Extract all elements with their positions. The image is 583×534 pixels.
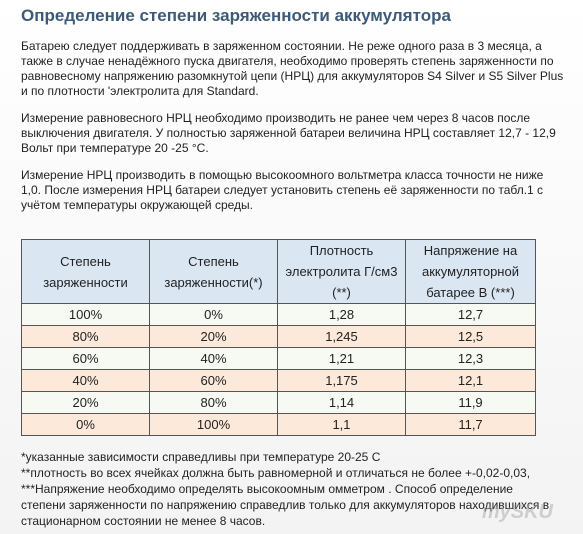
- header-cell: Напряжение на аккумуляторной батарее В (…: [405, 239, 536, 304]
- table-cell: 1,21: [277, 347, 406, 370]
- table-cell: 1,1: [277, 413, 406, 436]
- table-cell: 80%: [21, 325, 150, 348]
- table-cell: 1,245: [277, 325, 406, 348]
- text-line: и по плотности 'электролита для Standard…: [21, 84, 259, 98]
- title: Определение степени заряженности аккумул…: [21, 6, 451, 25]
- text-line: Измерение равновесного НРЦ необходимо пр…: [21, 111, 531, 125]
- table-cell: 20%: [149, 325, 278, 348]
- table-cell: 11,9: [405, 391, 536, 414]
- table-cell: 0%: [149, 303, 278, 326]
- table-cell: 1,14: [277, 391, 406, 414]
- notes: *указанные зависимости справедливы при т…: [21, 449, 549, 529]
- table-cell: 1,175: [277, 369, 406, 392]
- table-cell: 1,28: [277, 303, 406, 326]
- table-row: 80% 20% 1,245 12,5: [21, 325, 536, 348]
- table-cell: 12,5: [405, 325, 536, 348]
- table-cell: 12,1: [405, 369, 536, 392]
- watermark: mySKU: [481, 501, 553, 523]
- note-line: степени заряженности по напряжению справ…: [21, 498, 550, 512]
- table-cell: 60%: [21, 347, 150, 370]
- text-line: равновесному напряжению разомкнутой цепи…: [21, 69, 564, 83]
- header-row: Степень заряженности Степень заряженности…: [21, 239, 536, 304]
- paragraph: Измерение равновесного НРЦ необходимо пр…: [21, 111, 563, 156]
- paragraphs: Батарею следует поддерживать в заряженно…: [21, 39, 563, 225]
- text-line: Батарею следует поддерживать в заряженно…: [21, 39, 542, 53]
- text-line: также в случае ненадёжного пуска двигате…: [21, 54, 554, 68]
- table-row: 100% 0% 1,28 12,7: [21, 303, 536, 326]
- table-cell: 100%: [149, 413, 278, 436]
- table-cell: 20%: [21, 391, 150, 414]
- table-row: 60% 40% 1,21 12,3: [21, 347, 536, 370]
- header-cell: Плотность электролита Г/см3 (**): [277, 239, 406, 304]
- text-line: Измерение НРЦ производить в помощью высо…: [21, 168, 544, 182]
- text-line: выключения двигателя. У полностью заряже…: [21, 126, 556, 140]
- table-row: 20% 80% 1,14 11,9: [21, 391, 536, 414]
- table-cell: 40%: [21, 369, 150, 392]
- table-cell: 100%: [21, 303, 150, 326]
- table-cell: 12,3: [405, 347, 536, 370]
- table-cell: 0%: [21, 413, 150, 436]
- paragraph: Батарею следует поддерживать в заряженно…: [21, 39, 563, 99]
- note-line: ***Напряжение необходимо определять высо…: [21, 482, 513, 496]
- text-line: 1,0. После измерения НРЦ батареи следует…: [21, 183, 544, 197]
- note-line: **плотность во всех ячейках должна быть …: [21, 466, 531, 480]
- header-cell: Степень заряженности(*): [149, 239, 278, 304]
- paragraph: Измерение НРЦ производить в помощью высо…: [21, 168, 563, 213]
- table-cell: 60%: [149, 369, 278, 392]
- table: Степень заряженности Степень заряженности…: [21, 239, 536, 436]
- header-cell: Степень заряженности: [21, 239, 150, 304]
- table-cell: 40%: [149, 347, 278, 370]
- note-line: *указанные зависимости справедливы при т…: [21, 450, 381, 464]
- table-cell: 12,7: [405, 303, 536, 326]
- note-line: стационарном состоянии не менее 8 часов.: [21, 514, 266, 528]
- text-line: Вольт при температуре 20 -25 °С.: [21, 141, 209, 155]
- table-cell: 80%: [149, 391, 278, 414]
- table-row: 40% 60% 1,175 12,1: [21, 369, 536, 392]
- text-line: учётом температуры окружающей среды.: [21, 198, 254, 212]
- table-row: 0% 100% 1,1 11,7: [21, 413, 536, 436]
- table-cell: 11,7: [405, 413, 536, 436]
